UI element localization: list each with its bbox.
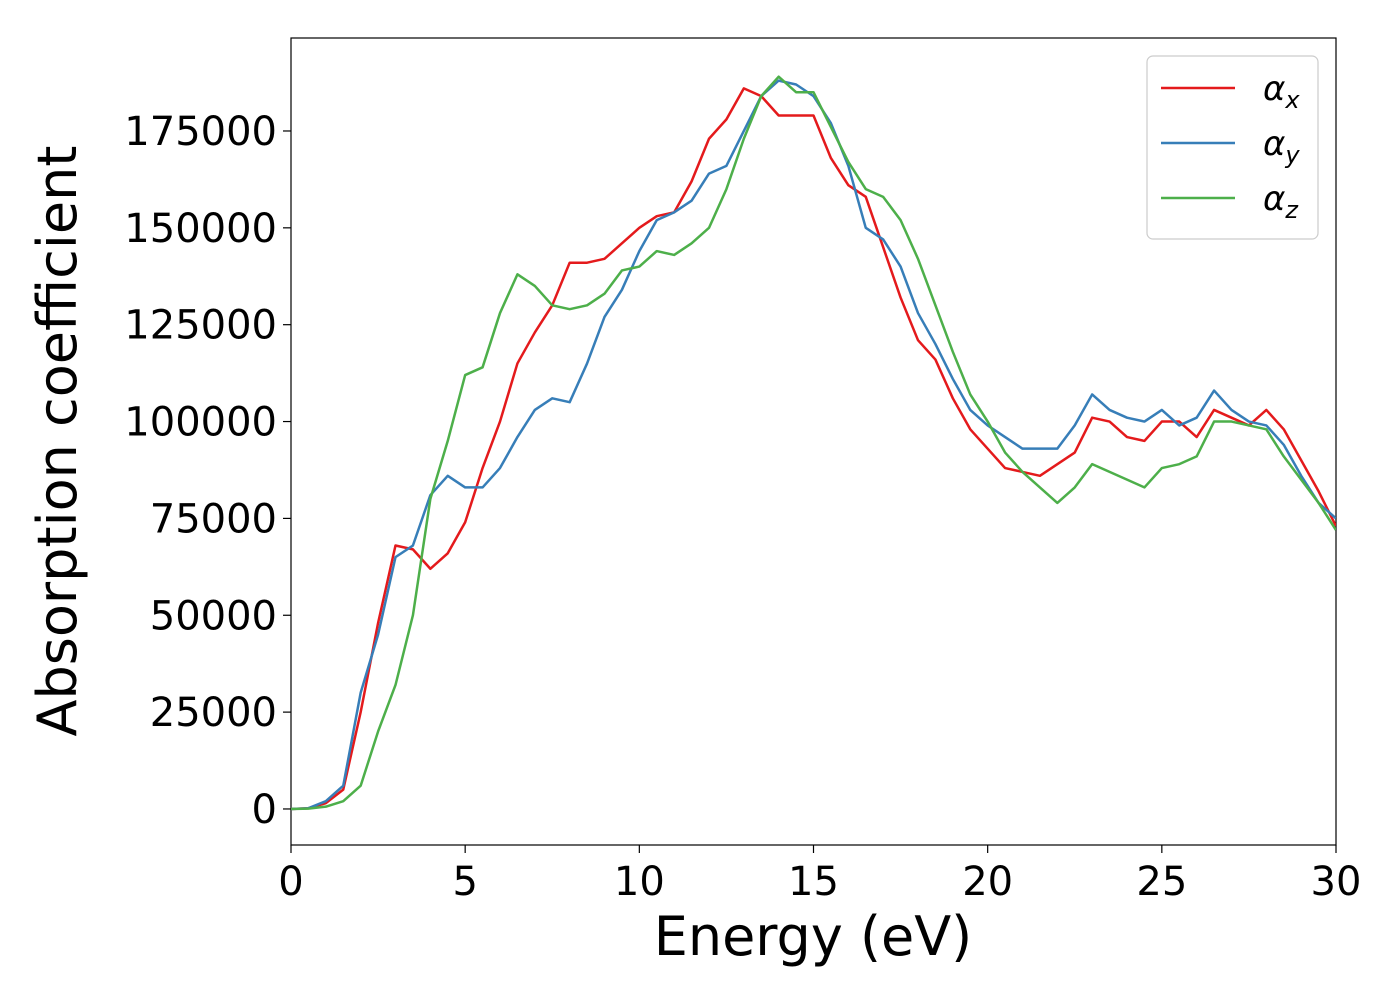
series-line — [291, 87, 1336, 811]
legend-box — [1146, 55, 1319, 240]
x-tick-label: 25 — [1136, 859, 1187, 905]
y-tick-label: 175000 — [124, 109, 277, 155]
legend-label: αy — [1263, 124, 1300, 169]
y-tick-label: 0 — [252, 787, 277, 833]
x-tick-label: 20 — [962, 859, 1013, 905]
y-tick-label: 150000 — [124, 206, 277, 252]
x-axis-label: Energy (eV) — [654, 905, 973, 968]
legend-label: αz — [1263, 179, 1299, 224]
y-tick-label: 50000 — [150, 593, 277, 639]
x-tick-label: 15 — [788, 859, 839, 905]
x-tick-label: 30 — [1311, 859, 1362, 905]
series-line — [291, 75, 1336, 811]
y-tick-label: 125000 — [124, 303, 277, 349]
x-tick-label: 0 — [278, 859, 303, 905]
y-tick-label: 100000 — [124, 400, 277, 446]
y-axis-label: Absorption coefficient — [26, 146, 89, 737]
x-tick-label: 10 — [614, 859, 665, 905]
y-tick-label: 25000 — [150, 690, 277, 736]
legend-label: αx — [1263, 69, 1300, 114]
y-tick-label: 75000 — [150, 496, 277, 542]
x-tick-label: 5 — [452, 859, 477, 905]
series-line — [291, 79, 1336, 811]
